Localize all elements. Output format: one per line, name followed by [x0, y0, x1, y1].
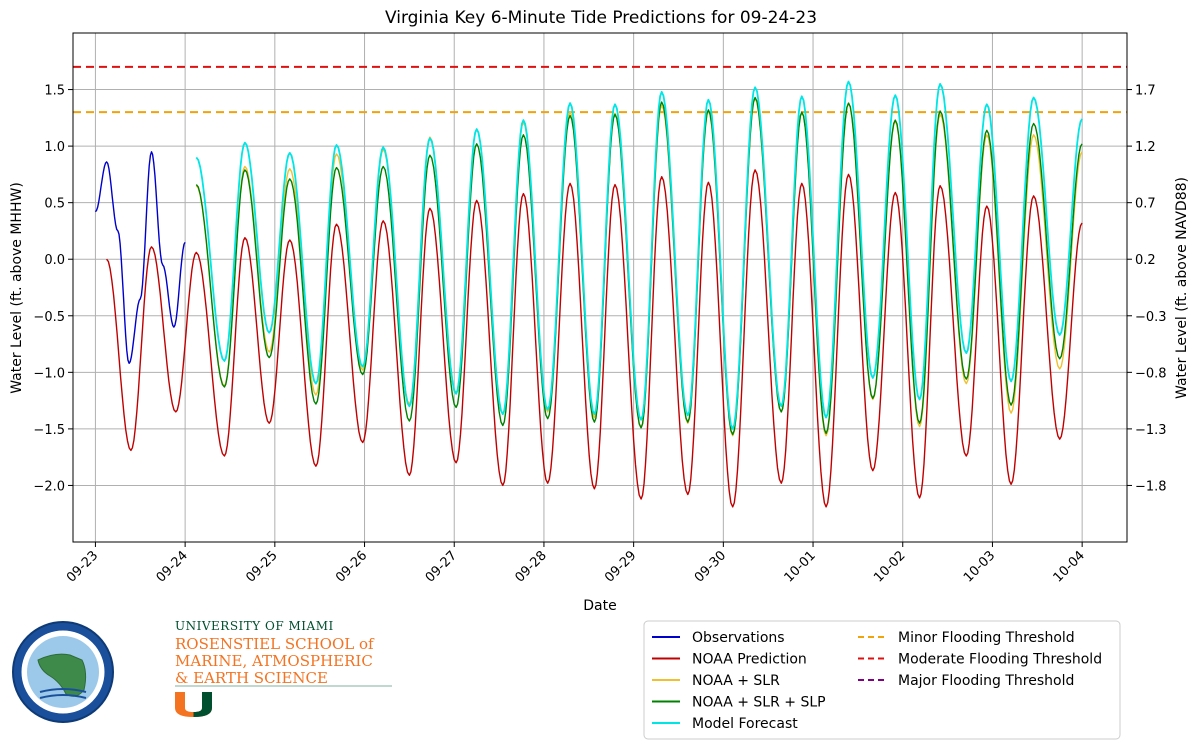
y-tick-label: −1.0: [33, 366, 65, 381]
y-right-tick-label: −1.8: [1135, 479, 1167, 494]
legend-label: Observations: [692, 630, 785, 646]
series-line-observations: [94, 151, 186, 364]
legend-label: NOAA Prediction: [692, 652, 807, 668]
legend-label: Minor Flooding Threshold: [898, 630, 1075, 646]
y-tick-label: 1.0: [44, 140, 65, 155]
um-u-logo-icon: [175, 692, 212, 717]
y-right-tick-label: 1.2: [1135, 140, 1156, 155]
um-line-4: & EARTH SCIENCE: [175, 669, 328, 687]
plot-frame: [72, 32, 1128, 543]
y-axis-title-left: Water Level (ft. above MHHW): [9, 182, 25, 394]
x-tick-label: 09-23: [64, 548, 101, 585]
legend: Observations NOAA Prediction NOAA + SLR NOA…: [643, 620, 1121, 740]
x-tick-label: 09-30: [692, 548, 729, 585]
x-axis: 09-23 09-24 09-25 09-26 09-27 09-28 09-29 09-30…: [64, 542, 1088, 586]
um-rsmas-logo: UNIVERSITY OF MIAMI ROSENSTIEL SCHOOL of…: [175, 619, 392, 687]
y-tick-label: −1.5: [33, 423, 65, 438]
x-tick-label: 09-26: [333, 548, 370, 585]
y-right-tick-label: 1.7: [1135, 84, 1156, 99]
y-right-tick-label: −0.3: [1135, 310, 1167, 325]
y-tick-label: 0.5: [44, 197, 65, 212]
x-tick-label: 10-04: [1051, 548, 1088, 585]
y-right-tick-label: 0.2: [1135, 253, 1156, 268]
um-line-3: MARINE, ATMOSPHERIC: [175, 652, 373, 670]
y-tick-label: −2.0: [33, 479, 65, 494]
y-right-tick-label: −1.3: [1135, 423, 1167, 438]
x-tick-label: 09-27: [423, 548, 460, 585]
um-line-2: ROSENSTIEL SCHOOL of: [175, 635, 375, 653]
x-axis-title: Date: [583, 598, 616, 614]
legend-label: NOAA + SLR + SLP: [692, 695, 826, 711]
chart-title: Virginia Key 6-Minute Tide Predictions f…: [385, 8, 817, 28]
y-axis-left: −2.0 −1.5 −1.0 −0.5 0.0 0.5 1.0 1.5: [33, 84, 73, 494]
series-lines: [94, 80, 1083, 508]
y-tick-label: −0.5: [33, 310, 65, 325]
legend-label: Major Flooding Threshold: [898, 673, 1074, 689]
um-line-1: UNIVERSITY OF MIAMI: [175, 619, 334, 633]
y-tick-label: 0.0: [44, 253, 65, 268]
x-tick-label: 10-02: [871, 548, 908, 585]
series-line-model-forecast: [195, 80, 1083, 430]
x-tick-label: 10-03: [961, 548, 998, 585]
y-axis-title-right: Water Level (ft. above NAVD88): [1174, 177, 1190, 399]
x-tick-label: 09-29: [602, 548, 639, 585]
y-right-tick-label: 0.7: [1135, 197, 1156, 212]
legend-label: Moderate Flooding Threshold: [898, 652, 1102, 668]
y-tick-label: 1.5: [44, 84, 65, 99]
x-tick-label: 09-28: [512, 548, 549, 585]
series-line-noaa-prediction: [106, 169, 1083, 508]
sfwmd-seal-icon: [12, 621, 114, 723]
x-tick-label: 09-24: [154, 548, 191, 585]
legend-label: NOAA + SLR: [692, 673, 780, 689]
y-right-tick-label: −0.8: [1135, 366, 1167, 381]
x-tick-label: 10-01: [782, 548, 819, 585]
threshold-lines: [73, 65, 1127, 114]
legend-label: Model Forecast: [692, 716, 798, 732]
series-line-noaa-slr-slp: [195, 96, 1083, 436]
y-axis-right: −1.8 −1.3 −0.8 −0.3 0.2 0.7 1.2 1.7: [1127, 84, 1167, 494]
x-tick-label: 09-25: [243, 548, 280, 585]
grid-lines: [73, 33, 1127, 542]
